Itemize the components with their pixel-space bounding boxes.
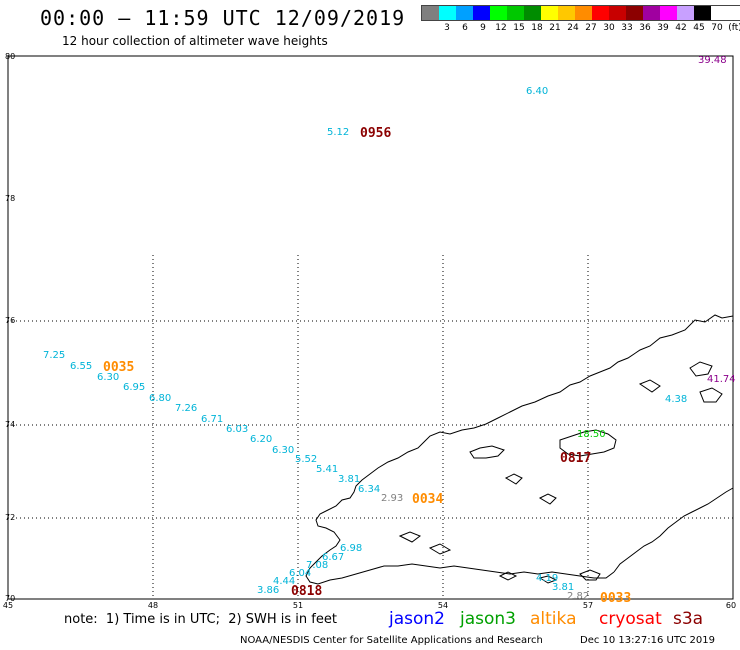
wave-height-value: 4.19 bbox=[536, 573, 559, 584]
wave-height-value: 6.71 bbox=[201, 414, 224, 425]
colorbar-swatch bbox=[694, 6, 711, 20]
colorbar-swatch bbox=[524, 6, 541, 20]
colorbar-swatch bbox=[439, 6, 456, 20]
wave-height-value: 2.93 bbox=[381, 493, 404, 504]
colorbar-swatch bbox=[643, 6, 660, 20]
colorbar-tick-label: 18 bbox=[531, 23, 543, 33]
colorbar-tick-label: 39 bbox=[657, 23, 669, 33]
lon-label-45: 45 bbox=[2, 601, 14, 610]
wave-height-value: 7.08 bbox=[306, 560, 329, 571]
colorbar-swatch bbox=[677, 6, 694, 20]
pass-time-label: 0818 bbox=[291, 584, 323, 599]
colorbar-tick-label: (ft) bbox=[728, 23, 740, 33]
lat-label-74: 74 bbox=[5, 420, 16, 429]
wave-height-value: 6.03 bbox=[226, 424, 249, 435]
colorbar-swatches bbox=[421, 5, 740, 21]
wave-height-value: 7.26 bbox=[175, 403, 198, 414]
wave-height-value: 6.30 bbox=[272, 445, 295, 456]
wave-height-value: 6.40 bbox=[526, 86, 549, 97]
units-note: note: 1) Time is in UTC; 2) SWH is in fe… bbox=[64, 612, 337, 627]
lat-label-78: 78 bbox=[5, 194, 16, 203]
wave-height-value: 39.48 bbox=[698, 55, 727, 66]
wave-height-value: 4.38 bbox=[665, 394, 688, 405]
colorbar-tick-label: 45 bbox=[693, 23, 705, 33]
colorbar-swatch bbox=[592, 6, 609, 20]
colorbar-swatch bbox=[541, 6, 558, 20]
colorbar-swatch bbox=[490, 6, 507, 20]
graticule bbox=[8, 255, 733, 599]
wave-height-value: 6.95 bbox=[123, 382, 146, 393]
colorbar-tick-label: 6 bbox=[462, 23, 468, 33]
wave-height-value: 3.86 bbox=[257, 585, 280, 596]
colorbar-swatch bbox=[626, 6, 643, 20]
coastline bbox=[305, 314, 734, 585]
legend-cryosat: cryosat bbox=[599, 609, 662, 629]
colorbar-tick-label: 30 bbox=[603, 23, 615, 33]
lon-label-54: 54 bbox=[437, 601, 449, 610]
colorbar-tick-label: 27 bbox=[585, 23, 597, 33]
colorbar-swatch bbox=[473, 6, 490, 20]
lat-label-76: 76 bbox=[5, 316, 16, 325]
colorbar-tick-label: 42 bbox=[675, 23, 687, 33]
wave-height-value: 6.80 bbox=[149, 393, 172, 404]
legend-altika: altika bbox=[530, 609, 577, 629]
colorbar-tick-label: 24 bbox=[567, 23, 579, 33]
lat-label-80: 80 bbox=[5, 52, 16, 61]
colorbar-tick-label: 70 bbox=[711, 23, 723, 33]
wave-height-value: 4.44 bbox=[273, 576, 296, 587]
colorbar-tick-label: 15 bbox=[513, 23, 525, 33]
map-subtitle: 12 hour collection of altimeter wave hei… bbox=[62, 34, 328, 48]
colorbar-tick-label: 12 bbox=[495, 23, 507, 33]
wave-height-value: 3.81 bbox=[338, 474, 361, 485]
colorbar-swatch bbox=[660, 6, 677, 20]
legend-s3a: s3a bbox=[673, 609, 704, 629]
legend-jason3: jason3 bbox=[460, 609, 516, 629]
lat-label-70: 70 bbox=[5, 594, 16, 603]
wave-height-value: 18.50 bbox=[577, 429, 606, 440]
lon-label-60: 60 bbox=[725, 601, 737, 610]
wave-height-value: 5.12 bbox=[327, 127, 350, 138]
wave-height-value: 2.82 bbox=[567, 591, 590, 602]
credit-line: NOAA/NESDIS Center for Satellite Applica… bbox=[240, 635, 543, 646]
pass-time-label: 0034 bbox=[412, 492, 444, 507]
wave-height-value: 5.52 bbox=[295, 454, 318, 465]
pass-time-label: 0033 bbox=[600, 591, 632, 606]
colorbar-swatch bbox=[558, 6, 575, 20]
wave-height-value: 6.98 bbox=[340, 543, 363, 554]
wave-height-value: 6.30 bbox=[97, 372, 120, 383]
lon-label-57: 57 bbox=[582, 601, 594, 610]
wave-height-value: 41.74 bbox=[707, 374, 736, 385]
colorbar-tick-label: 3 bbox=[444, 23, 450, 33]
lon-label-51: 51 bbox=[292, 601, 304, 610]
wave-height-value: 6.20 bbox=[250, 434, 273, 445]
wave-height-value: 6.67 bbox=[322, 552, 345, 563]
colorbar-swatch bbox=[456, 6, 473, 20]
wave-height-value: 5.41 bbox=[316, 464, 339, 475]
wave-height-value: 7.25 bbox=[43, 350, 66, 361]
colorbar-swatch bbox=[422, 6, 439, 20]
colorbar-tick-label: 33 bbox=[621, 23, 633, 33]
legend-jason2: jason2 bbox=[389, 609, 445, 629]
lon-label-48: 48 bbox=[147, 601, 159, 610]
colorbar-swatch bbox=[507, 6, 524, 20]
pass-time-label: 0035 bbox=[103, 360, 135, 375]
wave-height-value: 3.81 bbox=[552, 582, 575, 593]
generation-timestamp: Dec 10 13:27:16 UTC 2019 bbox=[580, 635, 715, 646]
wave-height-value: 6.55 bbox=[70, 361, 93, 372]
map-title: 00:00 – 11:59 UTC 12/09/2019 bbox=[40, 6, 406, 30]
colorbar-tick-label: 21 bbox=[549, 23, 561, 33]
colorbar-swatch bbox=[575, 6, 592, 20]
pass-time-label: 0817 bbox=[560, 451, 592, 466]
wave-height-value: 6.34 bbox=[358, 484, 381, 495]
map-frame bbox=[7, 55, 734, 600]
wave-height-value: 6.04 bbox=[289, 568, 312, 579]
colorbar-tick-label: 36 bbox=[639, 23, 651, 33]
pass-time-label: 0956 bbox=[360, 126, 392, 141]
lat-label-72: 72 bbox=[5, 513, 16, 522]
colorbar-tick-label: 9 bbox=[480, 23, 486, 33]
colorbar-swatch bbox=[609, 6, 626, 20]
